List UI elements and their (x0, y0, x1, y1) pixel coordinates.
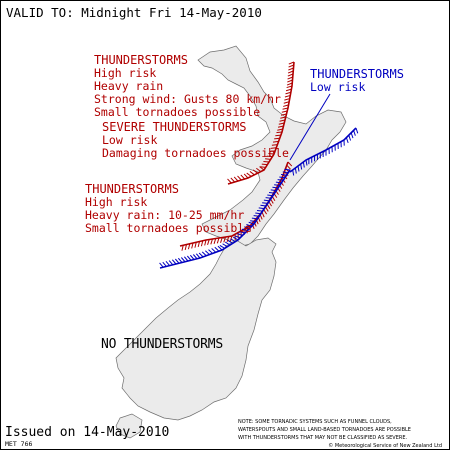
warning-block-north: THUNDERSTORMS High risk Heavy rain Stron… (94, 54, 281, 119)
warning-risk: High risk (85, 195, 148, 209)
warning-detail: Strong wind: Gusts 80 km/hr (94, 92, 281, 106)
warning-title: THUNDERSTORMS (310, 67, 404, 81)
valid-to-title: VALID TO: Midnight Fri 14-May-2010 (6, 5, 262, 20)
low-risk-pointer (289, 93, 331, 161)
stewart-island (115, 413, 143, 439)
tornado-note: NOTE: SOME TORNADIC SYSTEMS SUCH AS FUNN… (238, 418, 448, 450)
copyright-line: © Meteorological Service of New Zealand … (328, 443, 442, 449)
note-line: WITH THUNDERSTORMS THAT MAY NOT BE CLASS… (238, 435, 408, 441)
warning-title: SEVERE THUNDERSTORMS (102, 120, 247, 134)
warning-detail: Small tornadoes possible (94, 105, 261, 119)
warning-title: THUNDERSTORMS (94, 53, 188, 67)
warning-detail: Heavy rain (94, 79, 164, 93)
warning-detail: Damaging tornadoes possible (102, 146, 289, 160)
low-risk-boundary-central-hatching (159, 168, 291, 268)
warning-detail: Heavy rain: 10-25 mm/hr (85, 208, 245, 222)
warning-risk: High risk (94, 66, 157, 80)
warning-risk: Low risk (310, 80, 366, 94)
low-risk-boundary-north-hatching (292, 127, 359, 176)
met-code: MET 766 (5, 440, 33, 448)
warning-risk: Low risk (102, 133, 158, 147)
north-high-risk-boundary-hatching (227, 61, 295, 184)
no-thunderstorms-label: NO THUNDERSTORMS (101, 337, 224, 352)
note-line: WATERSPOUTS AND SMALL LAND-BASED TORNADO… (238, 427, 411, 433)
issued-date: Issued on 14-May-2010 (5, 425, 170, 440)
warning-block-central: THUNDERSTORMS High risk Heavy rain: 10-2… (85, 183, 251, 235)
warning-detail: Small tornadoes possible (85, 221, 252, 235)
south-island (115, 237, 277, 421)
note-line: NOTE: SOME TORNADIC SYSTEMS SUCH AS FUNN… (238, 419, 392, 425)
warning-block-low-risk: THUNDERSTORMS Low risk (310, 68, 404, 94)
warning-title: THUNDERSTORMS (85, 182, 179, 196)
warning-block-severe: SEVERE THUNDERSTORMS Low risk Damaging t… (102, 121, 289, 160)
